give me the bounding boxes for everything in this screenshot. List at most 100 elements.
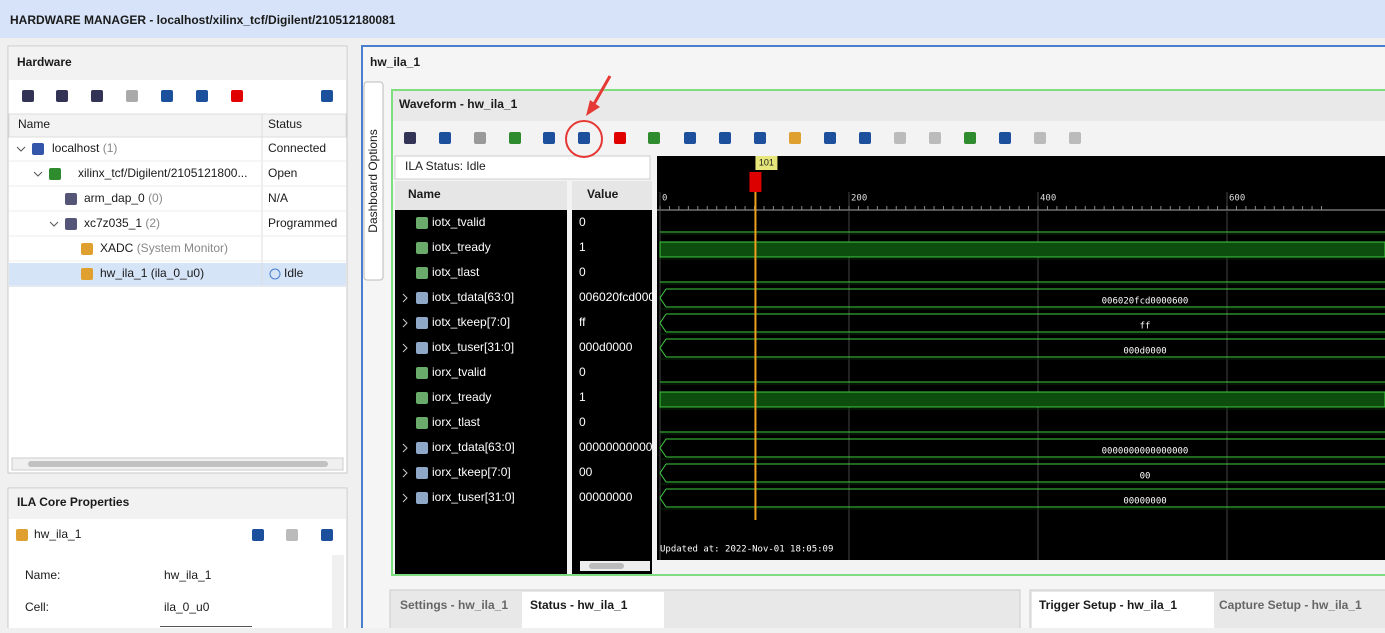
- signal-icon[interactable]: [416, 242, 428, 254]
- toolbar-icon[interactable]: [824, 132, 836, 144]
- active-tab[interactable]: [1032, 592, 1214, 628]
- active-tab[interactable]: [522, 592, 664, 628]
- selected-row[interactable]: [9, 263, 346, 287]
- tree-icon[interactable]: [65, 218, 77, 230]
- bus-trace: [659, 313, 1385, 333]
- signal-icon[interactable]: [416, 417, 428, 429]
- signal-name: iorx_tkeep[7:0]: [432, 465, 511, 479]
- tree-icon[interactable]: [49, 168, 61, 180]
- expand-arrow[interactable]: [402, 318, 408, 328]
- toolbar-icon[interactable]: [964, 132, 976, 144]
- signal-name: iotx_tuser[31:0]: [432, 340, 514, 354]
- bus-label: 0000000000000000: [1102, 447, 1189, 457]
- expand-arrow[interactable]: [16, 146, 26, 152]
- toolbar-icon[interactable]: [404, 132, 416, 144]
- toolbar-icon[interactable]: [684, 132, 696, 144]
- toolbar-icon[interactable]: [321, 90, 333, 102]
- expand-arrow[interactable]: [402, 343, 408, 353]
- expand-arrow[interactable]: [402, 443, 408, 453]
- signal-icon[interactable]: [416, 367, 428, 379]
- toolbar-icon[interactable]: [56, 90, 68, 102]
- toolbar-icon[interactable]: [474, 132, 486, 144]
- toolbar-icon[interactable]: [894, 132, 906, 144]
- toolbar-icon[interactable]: [543, 132, 555, 144]
- toolbar-icon[interactable]: [439, 132, 451, 144]
- status-label: Connected: [268, 141, 326, 155]
- tab-label[interactable]: Settings - hw_ila_1: [400, 598, 508, 612]
- tab-label[interactable]: Status - hw_ila_1: [530, 598, 628, 612]
- field-value: ila_0_u0: [164, 600, 210, 614]
- toolbar-icon[interactable]: [614, 132, 626, 144]
- tree-label: localhost (1): [52, 141, 117, 155]
- high-trace: [659, 241, 1385, 258]
- toolbar-icon[interactable]: [126, 90, 138, 102]
- tree-icon[interactable]: [81, 243, 93, 255]
- panel-titlebar: [9, 489, 346, 519]
- sidebar-tab[interactable]: [363, 81, 384, 281]
- tree-icon[interactable]: [81, 268, 93, 280]
- name-header: [395, 181, 567, 210]
- toolbar-icon[interactable]: [648, 132, 660, 144]
- scroll-thumb[interactable]: [28, 461, 328, 467]
- item-icon[interactable]: [16, 529, 28, 541]
- signal-name: iotx_tdata[63:0]: [432, 290, 514, 304]
- waveform-canvas: [657, 156, 1385, 560]
- signal-value: 0: [579, 415, 586, 429]
- value-header: [572, 181, 652, 210]
- tick-label: 400: [1040, 194, 1056, 204]
- signal-icon[interactable]: [416, 442, 428, 454]
- scrollbar[interactable]: [332, 555, 344, 628]
- tree-icon[interactable]: [32, 143, 44, 155]
- signal-icon[interactable]: [416, 342, 428, 354]
- toolbar-icon[interactable]: [91, 90, 103, 102]
- expand-arrow[interactable]: [402, 293, 408, 303]
- tab-label[interactable]: Trigger Setup - hw_ila_1: [1039, 598, 1177, 612]
- item-name: xc7z035_1: [84, 216, 142, 230]
- toolbar-icon[interactable]: [22, 90, 34, 102]
- signal-icon[interactable]: [416, 267, 428, 279]
- expand-arrow[interactable]: [402, 493, 408, 503]
- signal-icon[interactable]: [416, 467, 428, 479]
- toolbar-icon[interactable]: [231, 90, 243, 102]
- tree-label: hw_ila_1 (ila_0_u0): [100, 266, 204, 280]
- expand-arrow[interactable]: [402, 468, 408, 478]
- tab-label[interactable]: Capture Setup - hw_ila_1: [1219, 598, 1362, 612]
- toolbar-icon[interactable]: [321, 529, 333, 541]
- toolbar-icon[interactable]: [196, 90, 208, 102]
- toolbar-icon[interactable]: [789, 132, 801, 144]
- toolbar-icon[interactable]: [999, 132, 1011, 144]
- expand-arrow[interactable]: [49, 221, 59, 227]
- bus-label: 006020fcd0000600: [1102, 297, 1189, 307]
- toolbar-icon[interactable]: [929, 132, 941, 144]
- toolbar-icon[interactable]: [719, 132, 731, 144]
- toolbar-icon[interactable]: [509, 132, 521, 144]
- signal-icon[interactable]: [416, 392, 428, 404]
- toolbar-icon[interactable]: [754, 132, 766, 144]
- toolbar-icon[interactable]: [1069, 132, 1081, 144]
- toolbar-icon[interactable]: [1034, 132, 1046, 144]
- signal-icon[interactable]: [416, 217, 428, 229]
- signal-value: 0: [579, 365, 586, 379]
- signal-value: 0: [579, 215, 586, 229]
- main-tab-title: hw_ila_1: [370, 55, 420, 69]
- toolbar-icon[interactable]: [286, 529, 298, 541]
- annotation-circle: [565, 120, 603, 158]
- toolbar-icon[interactable]: [859, 132, 871, 144]
- tree-label: xc7z035_1 (2): [84, 216, 160, 230]
- bus-label: ff: [1140, 322, 1151, 332]
- signal-icon[interactable]: [416, 492, 428, 504]
- signal-icon[interactable]: [416, 317, 428, 329]
- toolbar-icon[interactable]: [252, 529, 264, 541]
- toolbar-icon[interactable]: [578, 132, 590, 144]
- cursor-flag: [755, 156, 778, 170]
- tree-icon[interactable]: [65, 193, 77, 205]
- cursor-handle[interactable]: [749, 172, 762, 192]
- toolbar-icon[interactable]: [161, 90, 173, 102]
- scroll-thumb[interactable]: [589, 563, 624, 569]
- column-header: Name: [18, 117, 50, 131]
- expand-arrow[interactable]: [33, 171, 43, 177]
- bus-trace: [659, 463, 1385, 483]
- signal-name: iorx_tdata[63:0]: [432, 440, 515, 454]
- signal-icon[interactable]: [416, 292, 428, 304]
- item-label: hw_ila_1: [34, 527, 82, 541]
